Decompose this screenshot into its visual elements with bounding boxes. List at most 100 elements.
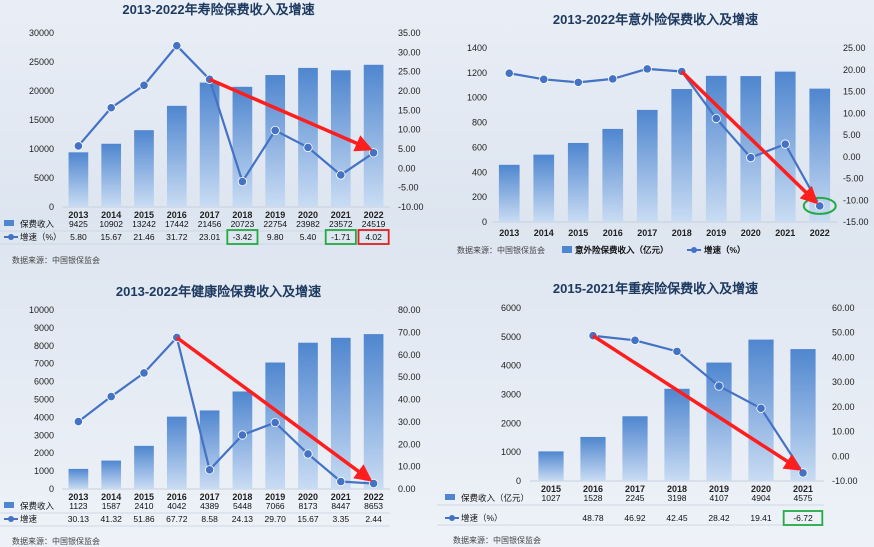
table-cell: 67.72 <box>166 514 188 524</box>
left-axis-tick-label: 0 <box>516 476 521 486</box>
bar <box>68 468 89 489</box>
x-axis-tick-label: 2020 <box>298 210 318 220</box>
left-axis-tick-label: 1400 <box>467 43 487 53</box>
table-cell: 2245 <box>626 493 645 503</box>
right-axis-tick-label: 60.00 <box>398 350 421 360</box>
growth-rate-point <box>139 368 149 378</box>
right-axis-tick-label: 0.00 <box>398 163 416 173</box>
growth-rate-point <box>73 416 84 427</box>
critical-illness-chart: 2015-2021年重疾险保费收入及增速 6000 5000 4000 3000 2000… <box>437 281 858 545</box>
table-cell: 30.13 <box>68 514 90 524</box>
table-cell: 22754 <box>263 219 287 229</box>
highlight-ellipse <box>802 196 837 215</box>
left-axis-tick-label: 2000 <box>34 448 54 458</box>
left-axis-tick-label: 3000 <box>501 390 521 400</box>
right-axis-tick-label: 50.00 <box>832 328 855 338</box>
left-axis-tick-label: 9000 <box>34 323 54 333</box>
x-axis-tick-label: 2019 <box>265 210 285 220</box>
left-axis-tick-label: 5000 <box>34 395 54 405</box>
table-cell: 24519 <box>362 219 386 229</box>
right-axis-tick-label: 60.00 <box>832 303 855 313</box>
chart-title: 2013-2022年寿险保费收入及增速 <box>122 2 314 17</box>
x-axis-tick-label: 2018 <box>232 492 252 502</box>
bar <box>199 82 220 207</box>
x-axis-tick-label: 2022 <box>810 228 830 238</box>
bar <box>664 388 690 481</box>
table-cell: 1528 <box>584 493 603 503</box>
life-insurance-chart-panel: 2013-2022年寿险保费收入及增速 30000 25000 20000 15000 1… <box>0 0 437 273</box>
table-cell: 21.46 <box>133 232 155 242</box>
health-insurance-chart: 2013-2022年健康险保费收入及增速10000900080007000600… <box>0 284 421 546</box>
x-axis-tick-label: 2015 <box>541 484 561 494</box>
growth-rate-point <box>798 468 808 478</box>
right-axis-tick-label: 15.00 <box>398 105 421 115</box>
highlight-box <box>226 229 259 245</box>
growth-rate-point <box>303 142 313 153</box>
x-axis-tick-label: 2016 <box>167 492 187 502</box>
left-axis-tick-label: 1000 <box>34 466 54 476</box>
right-axis-tick-label: 20.00 <box>832 402 855 412</box>
right-axis-tick-label: 40.00 <box>832 352 855 362</box>
growth-rate-point <box>504 68 514 78</box>
legend-label: 增速（%） <box>704 245 746 255</box>
right-axis-tick-label: 30.00 <box>832 377 855 387</box>
right-axis-tick-label: 10.00 <box>398 125 421 135</box>
left-axis-tick-label: 1000 <box>501 447 521 457</box>
table-cell: 4575 <box>794 493 813 503</box>
left-axis-tick-label: 30000 <box>29 28 54 38</box>
right-axis-tick-label: -15.00 <box>843 217 869 227</box>
chart-title: 2013-2022年意外险保费收入及增速 <box>553 12 758 27</box>
right-axis-tick-label: -5.00 <box>398 183 419 193</box>
right-axis-tick-label: 15.00 <box>843 87 866 97</box>
x-axis-tick-label: 2020 <box>751 484 771 494</box>
left-axis-tick-label: 1200 <box>467 68 487 78</box>
growth-rate-point <box>780 139 790 149</box>
growth-rate-point <box>714 381 724 391</box>
x-axis-tick-label: 2016 <box>583 484 603 494</box>
table-cell: 31.72 <box>166 232 188 242</box>
growth-rate-point <box>756 403 766 413</box>
left-axis-tick-label: 0 <box>482 217 487 227</box>
bar <box>101 143 122 207</box>
legend-swatch-bar <box>445 494 455 500</box>
x-axis-tick-label: 2018 <box>667 484 687 494</box>
bar <box>533 154 555 222</box>
table-cell: 4.02 <box>365 232 382 242</box>
legend-swatch-bar <box>562 246 572 253</box>
table-cell: 46.92 <box>624 513 646 523</box>
table-cell: 3.35 <box>333 514 350 524</box>
x-axis-tick-label: 2016 <box>603 228 623 238</box>
x-axis-tick-label: 2016 <box>167 210 187 220</box>
bar <box>330 337 351 489</box>
table-cell: 42.45 <box>666 513 688 523</box>
growth-rate-point <box>630 335 640 345</box>
bar <box>740 76 762 223</box>
bar <box>538 451 564 481</box>
chart-title: 2013-2022年健康险保费收入及增速 <box>116 284 321 299</box>
growth-rate-line <box>77 44 375 185</box>
table-cell: 1123 <box>69 501 88 511</box>
table-cell: 2410 <box>135 501 154 511</box>
data-source-note: 数据来源：中国银保监会 <box>12 255 100 265</box>
table-cell: 2.44 <box>365 514 382 524</box>
left-axis-tick-label: 7000 <box>34 359 54 369</box>
legend-swatch-bar <box>4 220 14 226</box>
table-cell: 21456 <box>198 219 222 229</box>
growth-rate-point <box>368 478 379 489</box>
x-axis-tick-label: 2017 <box>200 210 220 220</box>
right-axis-tick-label: 5.00 <box>843 130 861 140</box>
x-axis-tick-label: 2015 <box>134 492 154 502</box>
table-cell: 8653 <box>364 501 383 511</box>
table-cell: 23.01 <box>199 232 221 242</box>
right-axis-tick-label: 30.00 <box>398 47 421 57</box>
right-axis-tick-label: 80.00 <box>398 305 421 315</box>
x-axis-tick-label: 2021 <box>331 210 351 220</box>
legend-swatch-marker <box>691 247 697 253</box>
table-cell: 20723 <box>231 219 255 229</box>
table-cell: 23572 <box>329 219 353 229</box>
bar <box>134 445 154 489</box>
accident-insurance-chart-panel: 2013-2022年意外险保费收入及增速 1400 1200 1000 800 600 40… <box>437 0 874 273</box>
right-axis-tick-label: 20.00 <box>398 439 421 449</box>
left-axis-tick-label: 2000 <box>501 418 521 428</box>
growth-rate-point <box>172 41 182 51</box>
